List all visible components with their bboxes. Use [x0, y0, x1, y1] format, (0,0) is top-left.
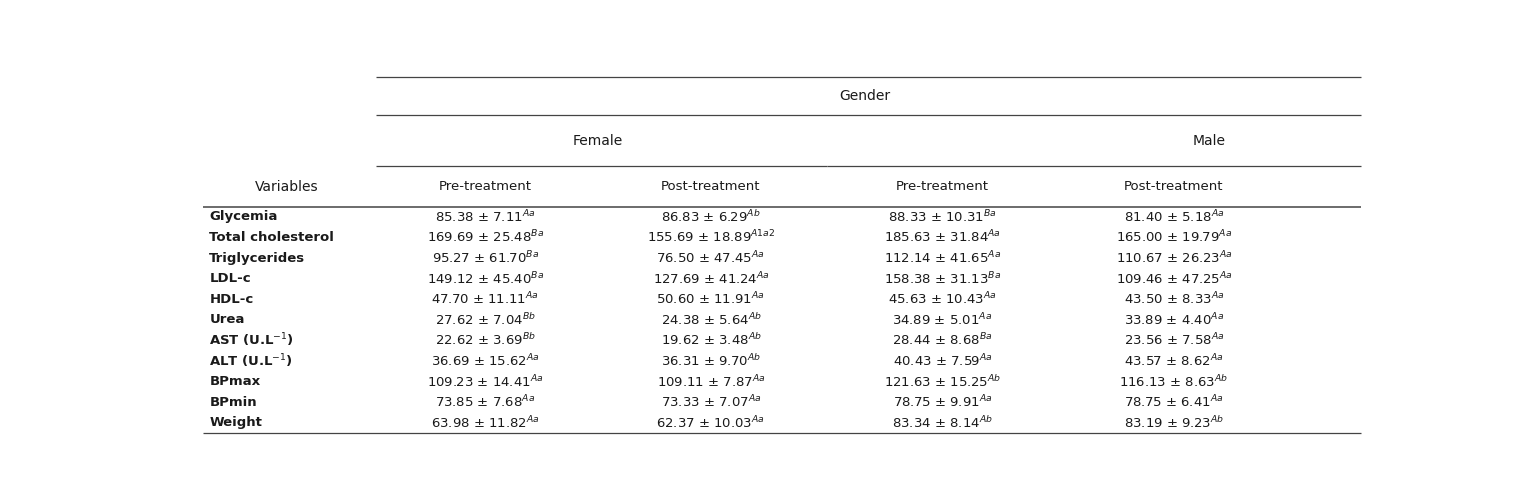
Text: 158.38 ± 31.13$^{Ba}$: 158.38 ± 31.13$^{Ba}$	[884, 270, 1000, 287]
Text: 78.75 ± 9.91$^{Aa}$: 78.75 ± 9.91$^{Aa}$	[893, 394, 993, 411]
Text: 22.62 ± 3.69$^{Bb}$: 22.62 ± 3.69$^{Bb}$	[435, 332, 536, 348]
Text: 110.67 ± 26.23$^{Aa}$: 110.67 ± 26.23$^{Aa}$	[1115, 249, 1232, 266]
Text: Triglycerides: Triglycerides	[210, 251, 305, 264]
Text: AST (U.L$^{-1}$): AST (U.L$^{-1}$)	[210, 332, 294, 349]
Text: 116.13 ± 8.63$^{Ab}$: 116.13 ± 8.63$^{Ab}$	[1120, 373, 1229, 389]
Text: 43.57 ± 8.62$^{Aa}$: 43.57 ± 8.62$^{Aa}$	[1124, 353, 1224, 370]
Text: 62.37 ± 10.03$^{Aa}$: 62.37 ± 10.03$^{Aa}$	[657, 415, 766, 431]
Text: 50.60 ± 11.91$^{Aa}$: 50.60 ± 11.91$^{Aa}$	[657, 291, 766, 308]
Text: 28.44 ± 8.68$^{Ba}$: 28.44 ± 8.68$^{Ba}$	[892, 332, 993, 349]
Text: BPmax: BPmax	[210, 375, 260, 388]
Text: Pre-treatment: Pre-treatment	[438, 180, 532, 193]
Text: HDL-c: HDL-c	[210, 293, 254, 306]
Text: 78.75 ± 6.41$^{Aa}$: 78.75 ± 6.41$^{Aa}$	[1124, 394, 1224, 411]
Text: 45.63 ± 10.43$^{Aa}$: 45.63 ± 10.43$^{Aa}$	[889, 291, 997, 308]
Text: 63.98 ± 11.82$^{Aa}$: 63.98 ± 11.82$^{Aa}$	[430, 415, 539, 431]
Text: 36.69 ± 15.62$^{Aa}$: 36.69 ± 15.62$^{Aa}$	[430, 353, 539, 370]
Text: Male: Male	[1193, 134, 1226, 148]
Text: 86.83 ± 6.29$^{Ab}$: 86.83 ± 6.29$^{Ab}$	[662, 209, 761, 225]
Text: Weight: Weight	[210, 416, 262, 429]
Text: 88.33 ± 10.31$^{Ba}$: 88.33 ± 10.31$^{Ba}$	[889, 208, 997, 225]
Text: 24.38 ± 5.64$^{Ab}$: 24.38 ± 5.64$^{Ab}$	[660, 312, 761, 328]
Text: Glycemia: Glycemia	[210, 210, 277, 223]
Text: 149.12 ± 45.40$^{Ba}$: 149.12 ± 45.40$^{Ba}$	[427, 270, 544, 287]
Text: 165.00 ± 19.79$^{Aa}$: 165.00 ± 19.79$^{Aa}$	[1115, 229, 1232, 246]
Text: 185.63 ± 31.84$^{Aa}$: 185.63 ± 31.84$^{Aa}$	[884, 229, 1000, 246]
Text: 43.50 ± 8.33$^{Aa}$: 43.50 ± 8.33$^{Aa}$	[1124, 291, 1224, 308]
Text: 83.34 ± 8.14$^{Ab}$: 83.34 ± 8.14$^{Ab}$	[892, 415, 993, 431]
Text: 85.38 ± 7.11$^{Aa}$: 85.38 ± 7.11$^{Aa}$	[435, 208, 536, 225]
Text: 76.50 ± 47.45$^{Aa}$: 76.50 ± 47.45$^{Aa}$	[657, 249, 766, 266]
Text: 112.14 ± 41.65$^{Aa}$: 112.14 ± 41.65$^{Aa}$	[884, 249, 1000, 266]
Text: BPmin: BPmin	[210, 396, 257, 409]
Text: 34.89 ± 5.01$^{Aa}$: 34.89 ± 5.01$^{Aa}$	[893, 311, 993, 328]
Text: Post-treatment: Post-treatment	[1124, 180, 1224, 193]
Text: Gender: Gender	[840, 89, 890, 103]
Text: 47.70 ± 11.11$^{Aa}$: 47.70 ± 11.11$^{Aa}$	[432, 291, 539, 308]
Text: Urea: Urea	[210, 313, 245, 326]
Text: 169.69 ± 25.48$^{Ba}$: 169.69 ± 25.48$^{Ba}$	[427, 229, 544, 246]
Text: 109.11 ± 7.87$^{Aa}$: 109.11 ± 7.87$^{Aa}$	[657, 373, 764, 390]
Text: Total cholesterol: Total cholesterol	[210, 231, 334, 244]
Text: Post-treatment: Post-treatment	[662, 180, 761, 193]
Text: 83.19 ± 9.23$^{Ab}$: 83.19 ± 9.23$^{Ab}$	[1124, 415, 1224, 431]
Text: 81.40 ± 5.18$^{Aa}$: 81.40 ± 5.18$^{Aa}$	[1124, 208, 1224, 225]
Text: 109.23 ± 14.41$^{Aa}$: 109.23 ± 14.41$^{Aa}$	[427, 373, 544, 390]
Text: 40.43 ± 7.59$^{Aa}$: 40.43 ± 7.59$^{Aa}$	[893, 353, 993, 370]
Text: 155.69 ± 18.89$^{A1 a2}$: 155.69 ± 18.89$^{A1 a2}$	[647, 229, 775, 246]
Text: 73.85 ± 7.68$^{Aa}$: 73.85 ± 7.68$^{Aa}$	[435, 394, 535, 411]
Text: LDL-c: LDL-c	[210, 272, 251, 285]
Text: 19.62 ± 3.48$^{Ab}$: 19.62 ± 3.48$^{Ab}$	[660, 332, 761, 348]
Text: 121.63 ± 15.25$^{Ab}$: 121.63 ± 15.25$^{Ab}$	[884, 373, 1000, 389]
Text: 27.62 ± 7.04$^{Bb}$: 27.62 ± 7.04$^{Bb}$	[435, 312, 536, 328]
Text: ALT (U.L$^{-1}$): ALT (U.L$^{-1}$)	[210, 352, 293, 370]
Text: 23.56 ± 7.58$^{Aa}$: 23.56 ± 7.58$^{Aa}$	[1124, 332, 1224, 349]
Text: 36.31 ± 9.70$^{Ab}$: 36.31 ± 9.70$^{Ab}$	[660, 353, 761, 369]
Text: 33.89 ± 4.40$^{Aa}$: 33.89 ± 4.40$^{Aa}$	[1124, 311, 1224, 328]
Text: 73.33 ± 7.07$^{Aa}$: 73.33 ± 7.07$^{Aa}$	[660, 394, 761, 411]
Text: Pre-treatment: Pre-treatment	[896, 180, 990, 193]
Text: 95.27 ± 61.70$^{Ba}$: 95.27 ± 61.70$^{Ba}$	[432, 249, 539, 266]
Text: 127.69 ± 41.24$^{Aa}$: 127.69 ± 41.24$^{Aa}$	[653, 270, 769, 287]
Text: 109.46 ± 47.25$^{Aa}$: 109.46 ± 47.25$^{Aa}$	[1115, 270, 1232, 287]
Text: Female: Female	[573, 134, 624, 148]
Text: Variables: Variables	[254, 181, 319, 194]
